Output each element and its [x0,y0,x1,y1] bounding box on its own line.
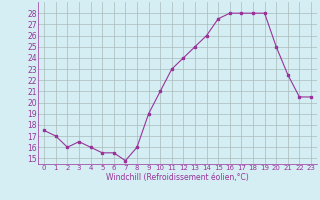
X-axis label: Windchill (Refroidissement éolien,°C): Windchill (Refroidissement éolien,°C) [106,173,249,182]
